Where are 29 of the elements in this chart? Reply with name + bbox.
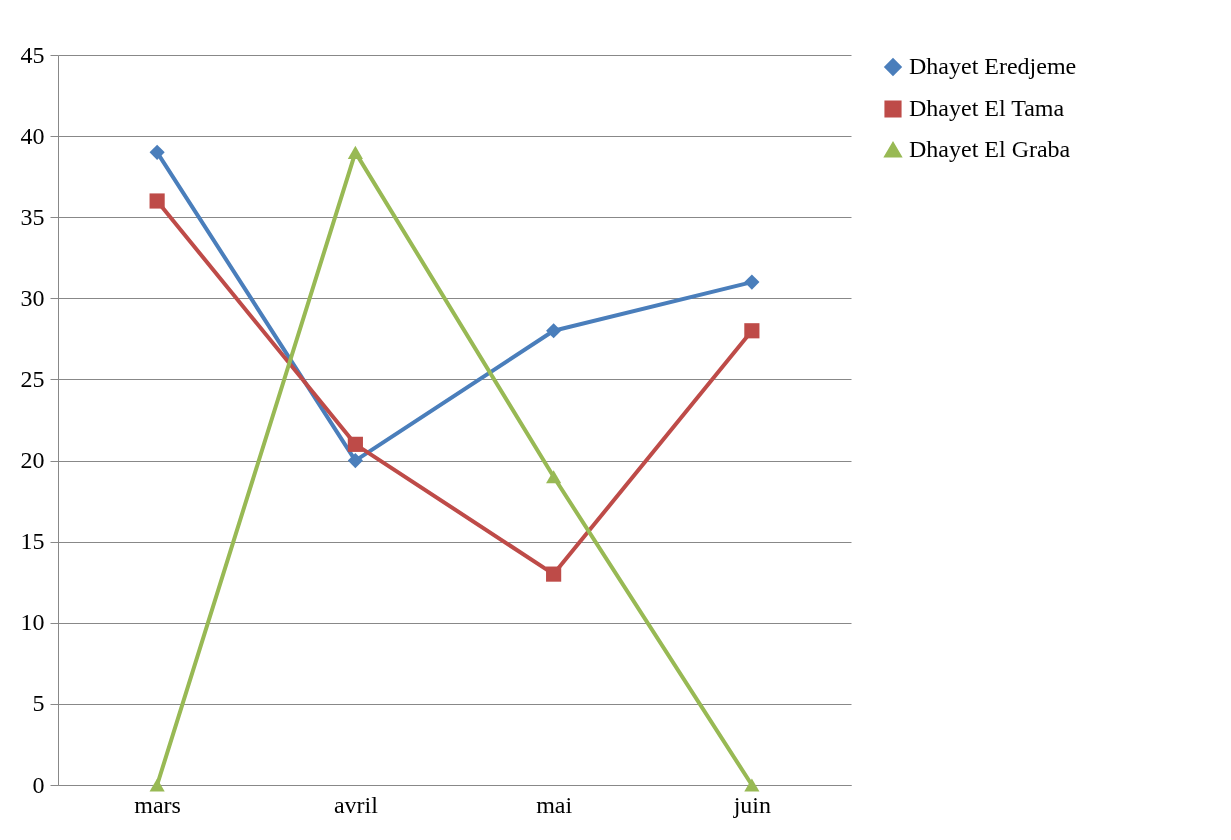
point [546, 470, 562, 484]
point [546, 566, 562, 582]
y-tick-label: 0 [32, 771, 45, 798]
legend-label: Dhayet El Tama [909, 95, 1065, 121]
point [744, 274, 760, 290]
y-tick-label: 30 [20, 284, 45, 311]
point [347, 436, 363, 452]
y-tick-label: 40 [20, 122, 45, 149]
x-tick-label: juin [732, 791, 772, 818]
y-tick-label: 5 [32, 690, 45, 717]
legend-label: Dhayet El Graba [909, 136, 1071, 162]
legend-label: Dhayet Eredjeme [909, 53, 1077, 79]
point [744, 778, 760, 792]
x-tick-label: mars [134, 791, 181, 818]
y-tick-label: 20 [20, 447, 45, 474]
point [347, 452, 363, 469]
y-tick-label: 35 [20, 203, 45, 230]
y-tick-label: 25 [20, 365, 45, 392]
y-tick-label: 10 [20, 609, 45, 636]
x-tick-label: avril [333, 791, 379, 818]
point [149, 778, 165, 792]
y-tick-label: 45 [20, 41, 45, 68]
x-tick-label: mai [536, 791, 573, 818]
point [149, 144, 165, 160]
point [149, 193, 165, 209]
point [744, 323, 760, 339]
point [347, 145, 363, 159]
point [546, 323, 562, 339]
y-tick-label: 15 [20, 528, 45, 555]
